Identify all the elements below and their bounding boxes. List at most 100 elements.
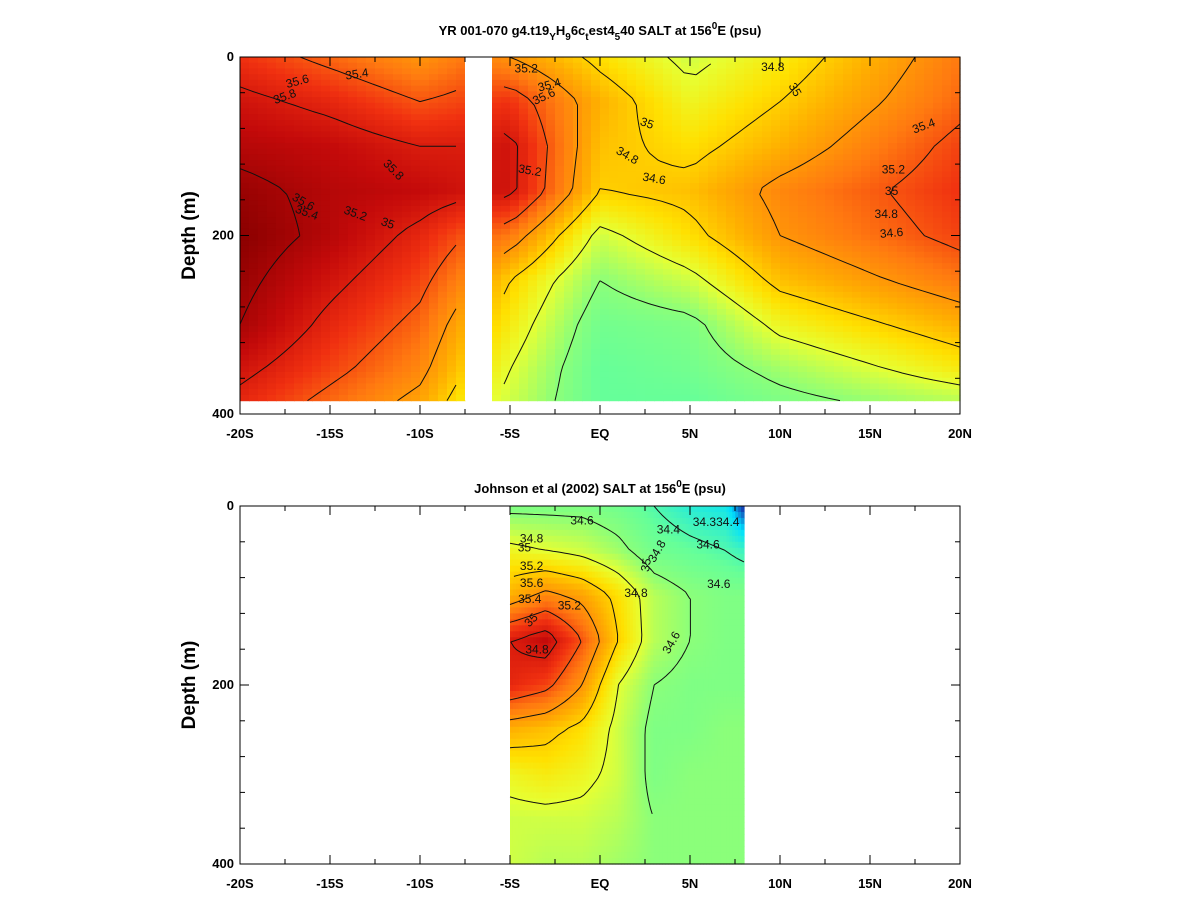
field-cell bbox=[690, 251, 700, 259]
field-cell bbox=[267, 97, 277, 104]
field-cell bbox=[258, 291, 268, 299]
field-cell bbox=[699, 354, 709, 362]
field-cell bbox=[510, 234, 520, 241]
field-cell bbox=[546, 211, 556, 218]
field-cell bbox=[879, 343, 889, 350]
field-cell bbox=[492, 268, 502, 276]
field-cell bbox=[843, 274, 853, 281]
field-cell bbox=[330, 62, 340, 70]
field-cell bbox=[924, 177, 934, 184]
field-cell bbox=[942, 314, 952, 322]
field-cell bbox=[753, 268, 763, 276]
field-cell bbox=[681, 286, 691, 293]
field-cell bbox=[537, 171, 547, 178]
field-cell bbox=[285, 205, 295, 213]
field-cell bbox=[798, 354, 808, 362]
field-cell bbox=[843, 171, 853, 178]
field-cell bbox=[357, 286, 367, 293]
field-cell bbox=[654, 125, 664, 133]
field-cell bbox=[708, 343, 718, 350]
field-cell bbox=[843, 131, 853, 138]
field-cell bbox=[411, 371, 421, 379]
field-cell bbox=[357, 205, 367, 213]
field-cell bbox=[393, 120, 403, 127]
field-cell bbox=[618, 320, 628, 327]
field-cell bbox=[375, 268, 385, 276]
field-cell bbox=[861, 349, 871, 356]
field-cell bbox=[411, 223, 421, 230]
field-cell bbox=[942, 79, 952, 87]
field-cell bbox=[294, 188, 304, 196]
field-cell bbox=[654, 74, 664, 81]
field-cell bbox=[807, 377, 817, 385]
field-cell bbox=[582, 366, 592, 373]
field-cell bbox=[519, 245, 529, 253]
field-cell bbox=[915, 211, 925, 218]
field-cell bbox=[834, 211, 844, 218]
field-cell bbox=[915, 360, 925, 367]
field-cell bbox=[303, 314, 313, 322]
field-cell bbox=[519, 349, 529, 356]
field-cell bbox=[512, 595, 517, 603]
field-cell bbox=[951, 68, 961, 75]
field-cell bbox=[663, 91, 673, 98]
field-cell bbox=[267, 62, 277, 70]
field-cell bbox=[789, 308, 799, 316]
field-cell bbox=[512, 565, 517, 573]
field-cell bbox=[924, 102, 934, 110]
field-cell bbox=[654, 91, 664, 98]
field-cell bbox=[735, 177, 745, 184]
field-cell bbox=[834, 142, 844, 150]
field-cell bbox=[870, 394, 880, 402]
field-cell bbox=[735, 320, 745, 327]
field-cell bbox=[521, 595, 526, 603]
field-cell bbox=[699, 314, 709, 322]
field-cell bbox=[515, 822, 520, 829]
field-cell bbox=[690, 102, 700, 110]
field-cell bbox=[573, 394, 583, 402]
field-cell bbox=[600, 125, 610, 133]
field-cell bbox=[393, 171, 403, 178]
field-cell bbox=[285, 177, 295, 184]
field-cell bbox=[717, 377, 727, 385]
field-cell bbox=[339, 211, 349, 218]
field-cell bbox=[762, 308, 772, 316]
field-cell bbox=[744, 354, 754, 362]
salinity-field bbox=[240, 57, 961, 402]
field-cell bbox=[515, 679, 520, 686]
field-cell bbox=[609, 74, 619, 81]
field-cell bbox=[519, 389, 529, 396]
field-cell bbox=[510, 85, 520, 92]
field-cell bbox=[870, 108, 880, 115]
field-cell bbox=[789, 360, 799, 367]
field-cell bbox=[515, 643, 520, 650]
field-cell bbox=[942, 263, 952, 270]
field-cell bbox=[402, 68, 412, 75]
field-cell bbox=[906, 74, 916, 81]
field-cell bbox=[843, 320, 853, 327]
field-cell bbox=[834, 268, 844, 276]
field-cell bbox=[375, 154, 385, 161]
field-cell bbox=[762, 114, 772, 121]
field-cell bbox=[582, 154, 592, 161]
field-cell bbox=[312, 320, 322, 327]
field-cell bbox=[735, 354, 745, 362]
field-cell bbox=[600, 366, 610, 373]
field-cell bbox=[294, 137, 304, 144]
field-cell bbox=[519, 383, 529, 390]
field-cell bbox=[573, 154, 583, 161]
field-cell bbox=[870, 171, 880, 178]
field-cell bbox=[870, 148, 880, 155]
field-cell bbox=[672, 177, 682, 184]
field-cell bbox=[654, 343, 664, 350]
field-cell bbox=[357, 234, 367, 241]
field-cell bbox=[951, 79, 961, 87]
field-cell bbox=[519, 114, 529, 121]
field-cell bbox=[762, 257, 772, 264]
field-cell bbox=[510, 320, 520, 327]
field-cell bbox=[825, 326, 835, 333]
field-cell bbox=[897, 62, 907, 70]
field-cell bbox=[654, 97, 664, 104]
field-cell bbox=[564, 142, 574, 150]
field-cell bbox=[636, 211, 646, 218]
